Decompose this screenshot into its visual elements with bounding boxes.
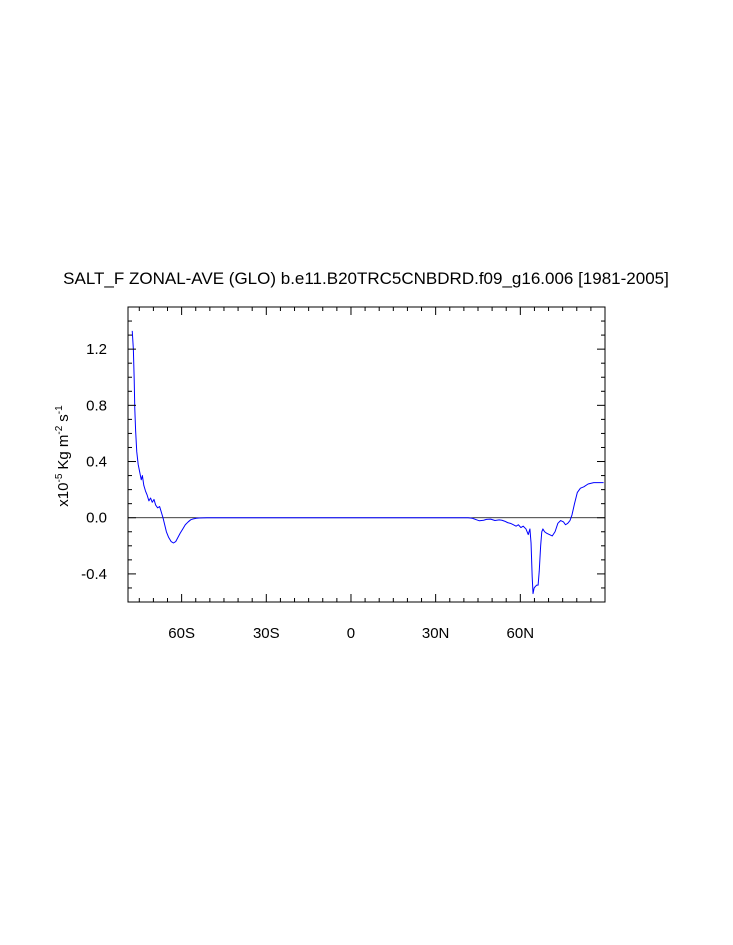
y-tick-label: 0.8 [86, 397, 107, 414]
x-tick-label: 60S [168, 625, 195, 642]
svg-text:x10-5Kg m-2s-1: x10-5 Kg m-2 s-1 [54, 405, 72, 507]
y-tick-label: -0.4 [81, 566, 107, 583]
x-tick-label: 30N [422, 625, 450, 642]
y-tick-label: 0.4 [86, 454, 107, 471]
ylabel-unit2: s [55, 414, 72, 422]
x-tick-label: 30S [253, 625, 280, 642]
ylabel-exp: -5 [54, 473, 65, 482]
ylabel-exp3: -1 [54, 405, 65, 414]
y-axis-label: x10-5 Kg m-2 s-1 [54, 405, 72, 507]
y-tick-label: 1.2 [86, 341, 107, 358]
chart-title: SALT_F ZONAL-AVE (GLO) b.e11.B20TRC5CNBD… [63, 269, 669, 288]
plot-frame [127, 306, 606, 603]
ylabel-unit1: Kg m [55, 435, 72, 470]
plot-area: 60S 30S 0 30N 60N 1.2 0.8 0.4 0.0 -0.4 [81, 306, 606, 642]
ylabel-prefix: x10 [55, 483, 72, 507]
y-tick-label: 0.0 [86, 510, 107, 527]
ylabel-exp2: -2 [54, 425, 65, 434]
x-tick-label: 0 [347, 625, 355, 642]
salt-flux-series-line [131, 330, 604, 595]
x-tick-label: 60N [507, 625, 535, 642]
